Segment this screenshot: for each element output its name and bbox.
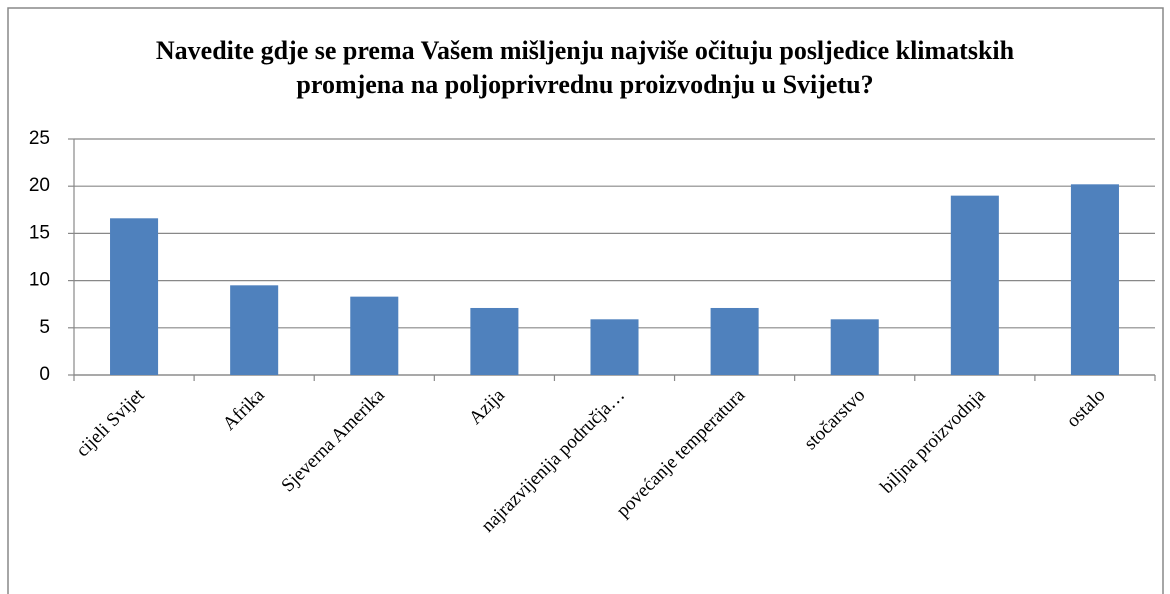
bar xyxy=(950,195,999,375)
y-tick-label: 5 xyxy=(39,317,50,338)
x-tick-label: cijeli Svijet xyxy=(72,384,149,461)
bar xyxy=(230,285,279,375)
bar xyxy=(470,307,519,375)
y-tick-label: 15 xyxy=(29,222,50,243)
x-tick-label: biljna proizvodnja xyxy=(876,384,989,497)
bar xyxy=(830,319,879,375)
y-tick-label: 0 xyxy=(39,364,50,385)
y-tick-label: 10 xyxy=(29,270,50,291)
bar xyxy=(710,307,759,375)
y-tick-label: 25 xyxy=(29,128,50,149)
bar xyxy=(590,319,639,375)
bar xyxy=(1070,184,1119,375)
chart-title: Navedite gdje se prema Vašem mišljenju n… xyxy=(155,36,1015,99)
y-tick-label: 20 xyxy=(29,175,50,196)
x-tick-label: Azija xyxy=(465,384,509,428)
x-tick-label: stočarstvo xyxy=(800,385,869,454)
bar xyxy=(110,218,159,375)
x-tick-label: ostalo xyxy=(1063,385,1110,432)
bar xyxy=(350,296,399,375)
chart-frame xyxy=(7,7,1164,594)
x-tick-label: povećanje temperatura xyxy=(612,384,749,521)
x-tick-label: Afrika xyxy=(219,384,269,434)
x-tick-label: Sjeverna Amerika xyxy=(277,384,389,496)
